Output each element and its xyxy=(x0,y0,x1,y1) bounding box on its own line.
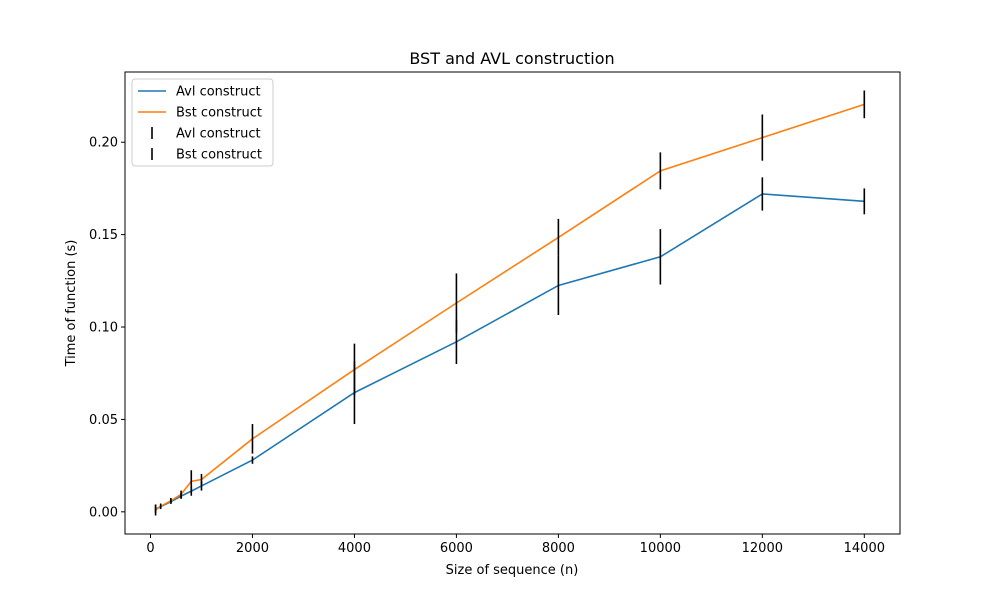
axes-frame xyxy=(124,71,901,535)
legend-box xyxy=(131,78,274,167)
x-tick-label: 0 xyxy=(146,541,154,556)
legend-label-2: Avl construct xyxy=(176,127,261,142)
legend-label-0: Avl construct xyxy=(176,85,261,100)
y-tick-label: 0.20 xyxy=(89,136,118,151)
x-tick-label: 12000 xyxy=(742,541,783,556)
plot-area xyxy=(154,90,866,516)
legend-label-3: Bst construct xyxy=(176,148,262,163)
chart-title: BST and AVL construction xyxy=(409,49,614,68)
legend: Avl construct Bst construct Avl construct B… xyxy=(131,78,274,167)
x-tick-label: 6000 xyxy=(440,541,473,556)
x-tick-label: 8000 xyxy=(542,541,575,556)
y-tick-label: 0.15 xyxy=(89,228,118,243)
y-tick-label: 0.05 xyxy=(89,413,118,428)
x-axis: 0 2000 4000 6000 8000 10000 12000 14000 xyxy=(146,534,885,556)
y-tick-label: 0.10 xyxy=(89,321,118,336)
x-axis-label: Size of sequence (n) xyxy=(446,563,579,578)
y-tick-label: 0.00 xyxy=(89,505,118,520)
legend-label-1: Bst construct xyxy=(176,106,262,121)
x-tick-label: 2000 xyxy=(236,541,269,556)
y-axis-label: Time of function (s) xyxy=(64,240,79,368)
x-tick-label: 14000 xyxy=(844,541,885,556)
x-tick-label: 4000 xyxy=(338,541,371,556)
x-tick-label: 10000 xyxy=(640,541,681,556)
y-axis: 0.00 0.05 0.10 0.15 0.20 xyxy=(89,136,125,520)
